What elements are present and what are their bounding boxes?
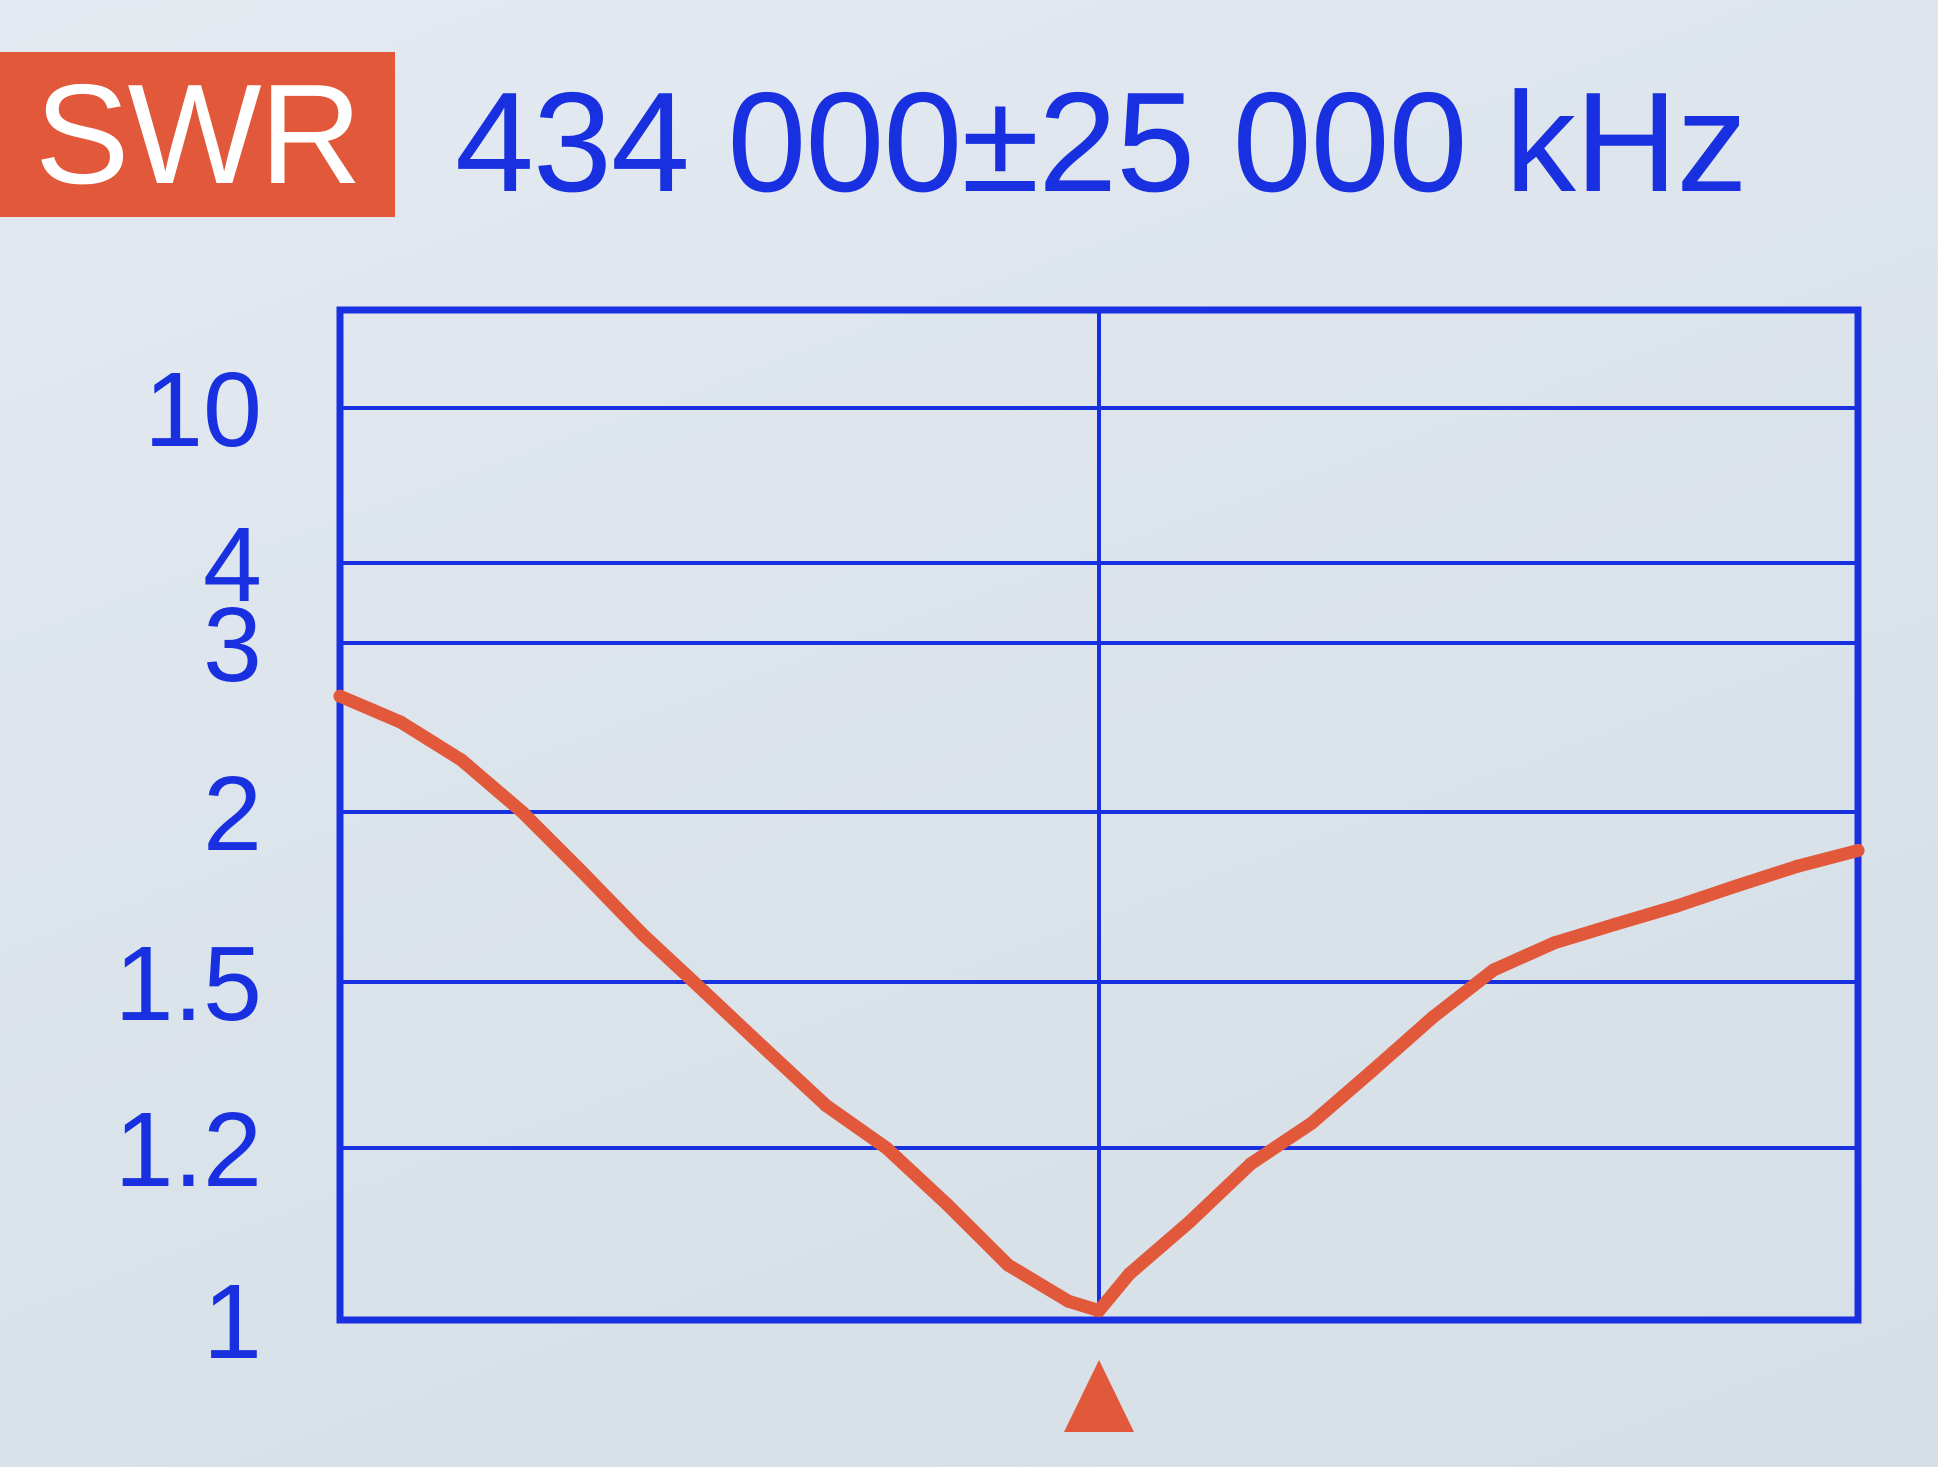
- y-tick-label: 4: [203, 506, 262, 624]
- y-tick-label: 2: [203, 755, 262, 873]
- swr-point: [1001, 1258, 1015, 1272]
- swr-point: [1092, 1304, 1106, 1318]
- swr-point: [697, 985, 711, 999]
- swr-point: [1122, 1267, 1136, 1281]
- y-tick-label: 3: [203, 586, 262, 704]
- swr-point: [1851, 844, 1865, 858]
- swr-trace: [333, 689, 1865, 1318]
- swr-point: [394, 715, 408, 729]
- swr-point: [1426, 1010, 1440, 1024]
- swr-point: [1062, 1294, 1076, 1308]
- swr-point: [637, 928, 651, 942]
- swr-point: [940, 1198, 954, 1212]
- y-tick-label: 1.2: [115, 1091, 262, 1209]
- swr-point: [1183, 1214, 1197, 1228]
- y-tick-label: 10: [144, 351, 262, 469]
- frequency-readout: 434 000±25 000 kHz: [455, 63, 1748, 222]
- y-axis-ticks: 10 43 2 1.5 1.2 1: [115, 351, 262, 1381]
- swr-point: [1730, 879, 1744, 893]
- swr-point: [879, 1141, 893, 1155]
- swr-point: [1244, 1157, 1258, 1171]
- swr-point: [515, 805, 529, 819]
- y-tick-label: 1: [203, 1263, 262, 1381]
- swr-point: [1608, 917, 1622, 931]
- swr-point: [1669, 899, 1683, 913]
- swr-point: [333, 689, 347, 703]
- swr-point: [1365, 1064, 1379, 1078]
- mode-badge: SWR: [0, 52, 395, 217]
- swr-point: [1487, 963, 1501, 977]
- center-marker: [1064, 1360, 1134, 1432]
- swr-point: [576, 866, 590, 880]
- swr-point: [454, 753, 468, 767]
- center-marker-triangle: [1064, 1360, 1134, 1432]
- swr-point: [758, 1042, 772, 1056]
- swr-point: [1305, 1116, 1319, 1130]
- mode-label: SWR: [34, 54, 362, 214]
- swr-point: [1790, 859, 1804, 873]
- y-tick-label: 1.5: [115, 925, 262, 1043]
- chart-grid: [336, 306, 1862, 1324]
- swr-point: [1547, 936, 1561, 950]
- swr-point: [819, 1098, 833, 1112]
